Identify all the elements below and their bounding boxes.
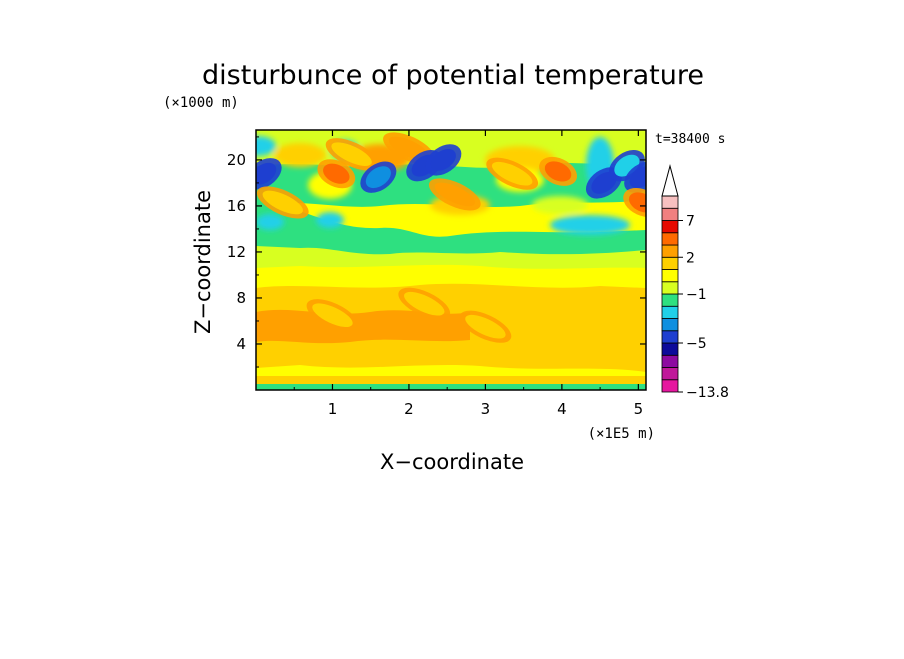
- feature-mark: [312, 303, 353, 328]
- colorbar-extend-arrow: [661, 164, 679, 197]
- colorbar-swatch: [661, 232, 679, 246]
- colorbar-swatch: [661, 305, 679, 319]
- feature-mark: [365, 166, 391, 189]
- feature-mark: [434, 182, 476, 207]
- y-tick-label: 4: [236, 335, 246, 353]
- colorbar-swatch: [661, 342, 679, 356]
- y-tick-label: 20: [227, 151, 246, 169]
- y-unit-label: (×1000 m): [163, 95, 239, 111]
- feature-mark: [591, 172, 617, 194]
- feature-marks: [256, 132, 646, 343]
- colorbar: 7 2 −1 −5 −13.8: [661, 164, 729, 401]
- y-tick-label: 12: [227, 243, 246, 261]
- colorbar-swatch: [661, 195, 679, 209]
- colorbar-tick-label: 2: [686, 250, 695, 266]
- colorbar-tick-label: −5: [686, 336, 707, 352]
- colorbar-swatch: [661, 244, 679, 258]
- y-tick-label: 16: [227, 197, 246, 215]
- feature-mark: [256, 162, 277, 185]
- chart-title: disturbunce of potential temperature: [202, 60, 704, 91]
- feature-mark: [404, 291, 445, 316]
- colorbar-swatch: [661, 318, 679, 332]
- colorbar-swatch: [661, 367, 679, 381]
- x-tick-label: 1: [328, 400, 338, 418]
- feature-mark: [430, 149, 456, 171]
- colorbar-tick-label: 7: [686, 214, 695, 230]
- feature-mark: [331, 142, 372, 166]
- x-tick-label: 2: [404, 400, 414, 418]
- x-tick-label: 4: [557, 400, 567, 418]
- x-unit-label: (×1E5 m): [588, 426, 655, 442]
- plot-frame: [255, 129, 647, 391]
- y-axis-title: Z−coordinate: [191, 190, 215, 334]
- x-tick-label: 5: [634, 400, 644, 418]
- feature-mark: [544, 161, 572, 182]
- colorbar-swatch: [661, 269, 679, 283]
- colorbar-swatch: [661, 256, 679, 270]
- colorbar-swatch: [661, 207, 679, 221]
- x-axis-title: X−coordinate: [380, 450, 524, 474]
- colorbar-swatch: [661, 354, 679, 368]
- lower-warm-layer: [256, 244, 646, 390]
- colorbar-tick-label: −13.8: [686, 385, 729, 401]
- feature-mark: [465, 314, 506, 339]
- feature-mark: [628, 192, 646, 213]
- colorbar-tick-label: −1: [686, 287, 707, 303]
- x-axis-ticks: 1 2 3 4 5: [293, 130, 644, 418]
- feature-mark: [262, 190, 303, 215]
- feature-mark: [491, 161, 533, 186]
- colorbar-swatch: [661, 281, 679, 295]
- x-tick-label: 3: [481, 400, 491, 418]
- colorbar-swatch: [661, 379, 679, 393]
- y-axis-ticks: 4 8 12 16 20: [227, 136, 646, 368]
- colorbar-swatch: [661, 293, 679, 307]
- time-label: t=38400 s: [655, 132, 725, 147]
- colorbar-swatch: [661, 220, 679, 234]
- feature-mark: [323, 163, 350, 184]
- feature-mark: [629, 166, 646, 189]
- y-tick-label: 8: [236, 289, 246, 307]
- colorbar-swatch: [661, 330, 679, 344]
